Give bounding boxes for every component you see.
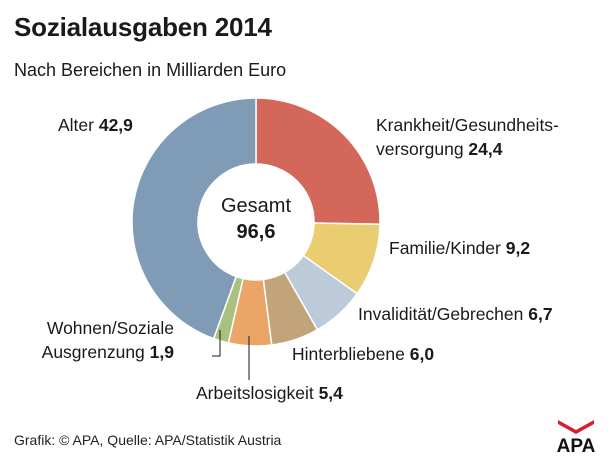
chart-subtitle: Nach Bereichen in Milliarden Euro: [14, 60, 287, 80]
value-familie: 9,2: [501, 238, 530, 258]
leader-wohnen: [212, 330, 221, 357]
label-line: Invalidität/Gebrechen: [358, 304, 523, 324]
apa-logo-text: APA: [557, 436, 596, 454]
apa-logo: APA: [557, 420, 596, 454]
total-value: 96,6: [237, 221, 276, 243]
total-label: Gesamt: [221, 195, 291, 217]
value-hinterbliebene: 6,0: [405, 344, 434, 364]
value-wohnen: 1,9: [145, 342, 174, 362]
chart-title: Sozialausgaben 2014: [14, 12, 272, 42]
apa-logo-roof: [558, 420, 594, 434]
value-krankheit: 24,4: [464, 139, 503, 159]
label-line: Arbeitslosigkeit: [196, 383, 314, 403]
label-hinterbliebene: Hinterbliebene 6,0: [292, 344, 434, 364]
label-wohnen: Wohnen/Soziale Ausgrenzung 1,9: [42, 318, 175, 362]
label-line: versorgung: [376, 139, 464, 159]
label-line: Krankheit/Gesundheits-: [376, 115, 559, 135]
slice-labels: Krankheit/Gesundheits-versorgung 24,4 Fam…: [42, 115, 559, 403]
label-krankheit: Krankheit/Gesundheits-versorgung 24,4: [376, 115, 559, 159]
value-invaliditaet: 6,7: [523, 304, 552, 324]
label-line: Wohnen/Soziale: [47, 318, 174, 338]
label-familie: Familie/Kinder 9,2: [389, 238, 530, 258]
label-invaliditaet: Invalidität/Gebrechen 6,7: [358, 304, 553, 324]
leader-lines: [212, 330, 250, 380]
source-credit: Grafik: © APA, Quelle: APA/Statistik Aus…: [14, 432, 282, 448]
value-alter: 42,9: [94, 115, 133, 135]
label-arbeitslosigkeit: Arbeitslosigkeit 5,4: [196, 383, 343, 403]
label-line: Familie/Kinder: [389, 238, 501, 258]
label-line: Alter: [58, 115, 94, 135]
label-alter: Alter 42,9: [58, 115, 133, 135]
value-arbeitslosigkeit: 5,4: [314, 383, 343, 403]
donut-slices: [131, 97, 381, 347]
label-line: Hinterbliebene: [292, 344, 405, 364]
label-line: Ausgrenzung: [42, 342, 145, 362]
donut-hole: [198, 164, 314, 280]
